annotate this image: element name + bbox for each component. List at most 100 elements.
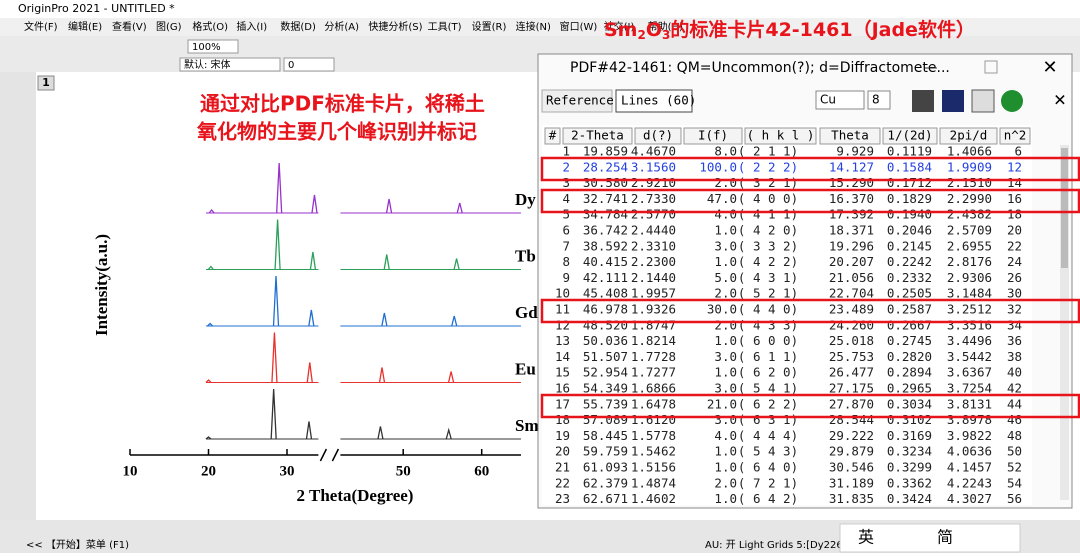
x-axis-label: 2 Theta(Degree)	[297, 486, 414, 505]
cell: 21.0	[707, 396, 737, 411]
cell: ( 6 0 0)	[738, 333, 798, 348]
cell: 51.507	[583, 349, 628, 364]
cell: 3.8131	[947, 396, 992, 411]
highlight-box	[540, 156, 1080, 182]
maximize-button[interactable]	[984, 60, 998, 74]
peak	[208, 208, 215, 214]
cell: ( 4 4 0)	[738, 302, 798, 317]
cell: ( 6 1 1)	[738, 349, 798, 364]
menu-item[interactable]: 工具(T)	[428, 21, 462, 33]
scroll-thumb[interactable]	[1061, 148, 1068, 268]
page-tab[interactable]	[37, 75, 55, 91]
cell: 28.544	[829, 412, 874, 427]
cell: 32	[1007, 302, 1022, 317]
cell: 0.2242	[887, 254, 932, 269]
help-button[interactable]	[1001, 90, 1023, 112]
cell: 25.753	[829, 349, 874, 364]
cell: 21.056	[829, 270, 874, 285]
cell: 12	[1007, 159, 1022, 174]
cell: 30.580	[583, 175, 628, 190]
header-label: 2pi/d	[950, 128, 988, 143]
menu-item[interactable]: 查看(V)	[112, 20, 147, 33]
tab[interactable]	[541, 89, 613, 113]
dialog: PDF#42-1461: QM=Uncommon(?); d=Diffracto…	[537, 53, 1073, 509]
tab-label: Lines (60)	[621, 93, 696, 108]
cell: 25.018	[829, 333, 874, 348]
cell: 7	[562, 238, 570, 253]
peak	[445, 427, 452, 440]
cell: 2.1440	[631, 270, 676, 285]
font: 默认: 宋体	[184, 58, 231, 71]
print-button[interactable]	[912, 90, 934, 112]
size-box[interactable]	[283, 57, 335, 72]
spin-box[interactable]	[867, 90, 891, 110]
peak	[453, 258, 460, 270]
cell: 15	[555, 365, 570, 380]
cell: 1.8747	[631, 317, 676, 332]
menu-item[interactable]: 格式(O)	[192, 20, 228, 33]
menu-item[interactable]: 分析(A)	[324, 20, 359, 33]
dropdown[interactable]	[815, 90, 865, 110]
left-toolbar	[0, 72, 36, 520]
cell: 1.4874	[631, 475, 676, 490]
menu-item[interactable]: 编辑(E)	[68, 20, 102, 33]
cell: 4.1457	[947, 460, 992, 475]
ime-lang[interactable]: 英	[858, 528, 874, 547]
copy-button[interactable]	[971, 89, 995, 113]
cell: 0.3034	[887, 396, 932, 411]
cell: 4.4670	[631, 144, 676, 159]
cell: 11	[555, 302, 570, 317]
cell: 14.127	[829, 159, 874, 174]
wavelength: 8	[872, 93, 880, 107]
cell: 24	[1007, 254, 1022, 269]
peak	[377, 426, 384, 440]
save-button[interactable]	[942, 90, 964, 112]
cell: 0.1712	[887, 175, 932, 190]
cell: 22	[1007, 238, 1022, 253]
cell: 1.0	[714, 333, 737, 348]
cell: 1.6866	[631, 381, 676, 396]
close-icon[interactable]: ✕	[1053, 91, 1066, 110]
menu-item[interactable]: 帮助(H)	[648, 20, 683, 33]
menu-item[interactable]: 连接(N)	[516, 20, 551, 33]
cell: 3.4496	[947, 333, 992, 348]
annotation-part: 的标准卡片42-1461（Jade软件）	[670, 18, 975, 41]
cell: 3.6367	[947, 365, 992, 380]
peak	[306, 362, 313, 383]
cell: 3.8978	[947, 412, 992, 427]
cell: 52	[1007, 460, 1022, 475]
menu-item[interactable]: 文件(F)	[24, 20, 58, 33]
tab[interactable]	[615, 89, 693, 113]
status-start[interactable]: << 【开始】菜单 (F1)	[26, 538, 129, 551]
cell: 0.2745	[887, 333, 932, 348]
y-axis-label: Intensity(a.u.)	[92, 234, 111, 336]
font-box[interactable]	[179, 57, 281, 72]
cell: 1.0	[714, 460, 737, 475]
cell: 1.0	[714, 444, 737, 459]
cell: 4.3027	[947, 491, 992, 506]
cell: 52.954	[583, 365, 628, 380]
menu-item[interactable]: 社交(I)	[604, 20, 635, 33]
window-title: OriginPro 2021 - UNTITLED *	[18, 2, 175, 15]
menu-item[interactable]: 设置(R)	[472, 21, 507, 33]
cell: 21	[555, 460, 570, 475]
cell: 59.759	[583, 444, 628, 459]
cell: ( 2 2 2)	[738, 159, 798, 174]
menu-item[interactable]: 窗口(W)	[560, 20, 598, 33]
table-area	[542, 125, 1032, 505]
ime-mode[interactable]: 简	[937, 528, 953, 547]
size: 0	[288, 60, 294, 71]
peak	[272, 275, 280, 327]
zoom-box[interactable]	[187, 39, 239, 54]
menu-item[interactable]: 图(G)	[156, 21, 182, 33]
close-button[interactable]: ✕	[1042, 57, 1057, 78]
cell: 45.408	[583, 286, 628, 301]
header-label: #	[549, 128, 557, 143]
menu-item[interactable]: 数据(D)	[280, 20, 316, 33]
cell: 54.349	[583, 381, 628, 396]
cell: 1.6120	[631, 412, 676, 427]
cell: 36	[1007, 333, 1022, 348]
menu-item[interactable]: 插入(I)	[236, 20, 267, 33]
menu-item[interactable]: 快捷分析(S)	[368, 20, 422, 33]
cell: ( 6 2 0)	[738, 365, 798, 380]
